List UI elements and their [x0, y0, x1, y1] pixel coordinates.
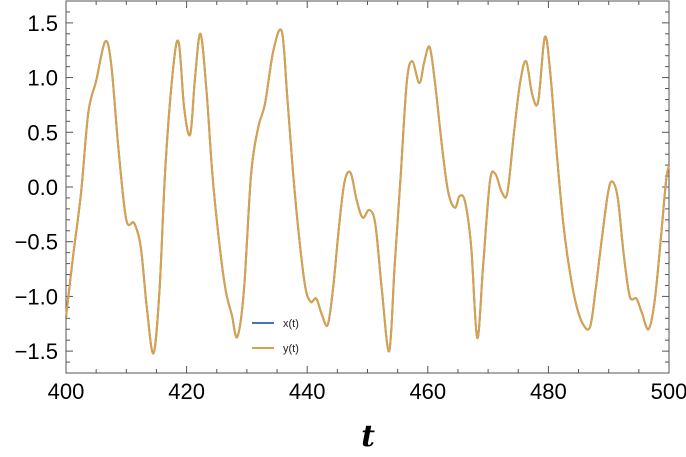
x-tick-label: 500 — [651, 379, 686, 404]
y-tick-label: 1.0 — [27, 66, 58, 91]
y-tick-label: −0.5 — [15, 230, 58, 255]
y-tick-label: 1.5 — [27, 11, 58, 36]
series-layer — [65, 28, 670, 355]
series-line-yt — [65, 28, 670, 355]
x-tick-label: 480 — [530, 379, 567, 404]
y-tick-label: −1.0 — [15, 284, 58, 309]
x-tick-label: 460 — [409, 379, 446, 404]
y-tick-label: −1.5 — [15, 339, 58, 364]
legend: x(t) y(t) — [252, 318, 299, 355]
axis-ticks — [65, 1, 670, 373]
x-tick-labels: 400 420 440 460 480 500 — [48, 379, 686, 404]
plot-frame — [65, 0, 670, 374]
x-tick-label: 440 — [289, 379, 326, 404]
series-line-xt — [65, 28, 670, 355]
y-tick-label: 0.5 — [27, 120, 58, 145]
legend-label: y(t) — [283, 343, 299, 355]
x-tick-label: 420 — [168, 379, 205, 404]
y-tick-label: 0.0 — [27, 175, 58, 200]
x-axis-title: t — [361, 419, 375, 454]
y-tick-labels: −1.5 −1.0 −0.5 0.0 0.5 1.0 1.5 — [15, 11, 58, 364]
x-tick-label: 400 — [48, 379, 85, 404]
legend-label: x(t) — [283, 318, 299, 330]
